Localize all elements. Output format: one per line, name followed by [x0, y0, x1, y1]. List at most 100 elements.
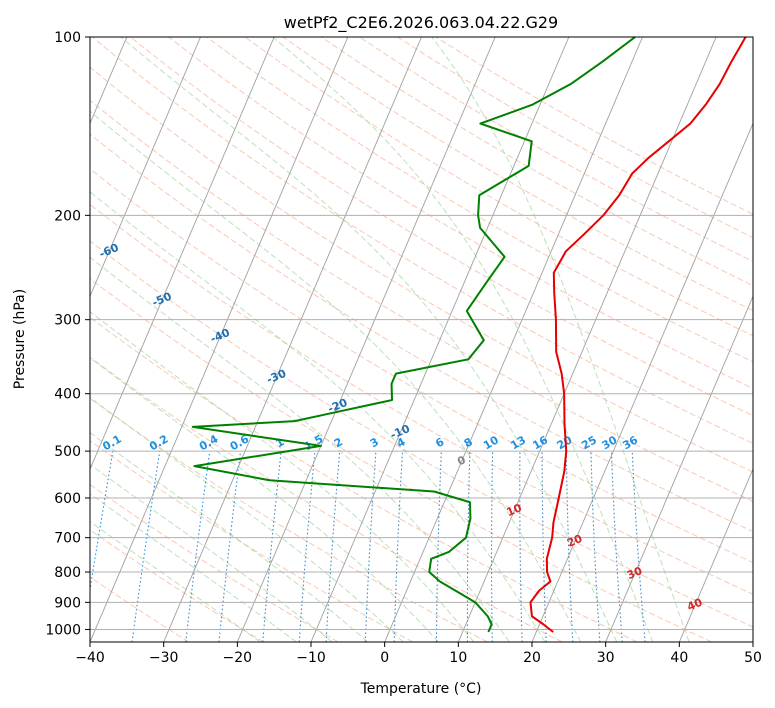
- dry-adiabat-line: [244, 37, 753, 337]
- isotherm-line: [752, 640, 753, 642]
- mixing-ratio-lines: [90, 451, 646, 642]
- y-tick-label: 600: [54, 491, 81, 507]
- y-tick-label: 200: [54, 208, 81, 224]
- mixing-ratio-line: [631, 451, 646, 642]
- y-tick-label: 100: [54, 30, 81, 46]
- moist-adiabat-line: [120, 37, 618, 642]
- moist-adiabat-line: [272, 37, 654, 642]
- y-tick-label: 300: [54, 313, 81, 329]
- mixing-ratio-line: [519, 451, 523, 642]
- mixing-ratio-label: 16: [530, 433, 550, 452]
- isotherm-line: [90, 37, 349, 642]
- isotherm-label: 20: [565, 532, 584, 550]
- x-tick-label: −30: [149, 650, 179, 666]
- mixing-ratio-label: 4: [394, 435, 407, 450]
- mixing-ratio-label: 8: [462, 435, 475, 450]
- profiles: [191, 37, 747, 633]
- isotherm-label: -80: [0, 151, 12, 171]
- moist-adiabat-line: [90, 520, 261, 642]
- y-tick-label: 800: [54, 565, 81, 581]
- dry-adiabat-line: [90, 278, 712, 642]
- mixing-ratio-line: [610, 451, 623, 642]
- plot-frame: [89, 36, 754, 643]
- isotherm-line: [236, 37, 496, 642]
- mixing-ratio-line: [218, 451, 242, 642]
- x-tick-label: 20: [523, 650, 541, 666]
- dry-adiabat-line: [359, 37, 753, 262]
- isotherm-line: [90, 37, 201, 298]
- mixing-ratio-line: [298, 451, 316, 642]
- dry-adiabat-line: [90, 483, 339, 642]
- x-tick-label: 10: [449, 650, 467, 666]
- dry-adiabat-line: [91, 37, 753, 445]
- temperature-profile: [529, 37, 747, 633]
- isotherm-line: [605, 295, 753, 642]
- mixing-ratio-line: [364, 451, 377, 642]
- mixing-ratio-line: [435, 451, 442, 642]
- dry-adiabat-line: [90, 397, 488, 642]
- mixing-ratio-label: 3: [368, 435, 381, 450]
- mixing-ratio-line: [491, 451, 494, 642]
- mixing-ratio-line: [185, 451, 211, 642]
- isotherm-label: -60: [97, 241, 121, 261]
- dry-adiabat-line: [435, 37, 753, 215]
- isotherm-label: 30: [625, 564, 644, 582]
- mixing-ratio-line: [590, 451, 601, 642]
- moist-adiabat-line: [90, 463, 333, 642]
- dry-adiabat-line: [90, 440, 414, 642]
- dry-adiabat-line: [90, 316, 638, 642]
- x-tick-label: 30: [597, 650, 615, 666]
- y-tick-label: 700: [54, 531, 81, 547]
- mixing-ratio-label: 2: [332, 435, 345, 450]
- mixing-ratio-label: 30: [600, 433, 620, 452]
- moist-adiabat-line: [90, 396, 404, 642]
- dry-adiabat-line: [130, 37, 753, 417]
- isotherm-label: 10: [505, 501, 524, 519]
- dry-adiabat-line: [90, 240, 753, 628]
- chart-title: wetPf2_C2E6.2026.063.04.22.G29: [284, 13, 558, 33]
- dry-adiabats: [90, 37, 753, 642]
- dry-adiabat-line: [90, 203, 753, 595]
- isotherm-label: -30: [265, 367, 289, 387]
- isotherm-line: [163, 37, 422, 642]
- y-tick-label: 1000: [45, 622, 81, 638]
- y-tick-label: 500: [54, 444, 81, 460]
- y-tick-label: 400: [54, 387, 81, 403]
- isotherm-line: [457, 37, 717, 642]
- y-axis-title: Pressure (hPa): [12, 289, 28, 389]
- x-tick-label: −20: [223, 650, 253, 666]
- x-tick-label: −10: [296, 650, 326, 666]
- moist-adiabat-line: [90, 191, 546, 642]
- x-axis: −40 −30 −20 −10 0 10 20 30 40 50: [75, 642, 762, 666]
- dry-adiabat-line: [282, 37, 753, 312]
- dry-adiabat-line: [90, 576, 190, 642]
- isotherm-line: [531, 122, 753, 642]
- x-tick-label: 0: [380, 650, 389, 666]
- moist-adiabat-line: [90, 357, 439, 642]
- isotherm-line: [384, 37, 643, 642]
- x-tick-label: 40: [670, 650, 688, 666]
- isotherm-line: [678, 467, 753, 642]
- x-tick-label: 50: [744, 650, 762, 666]
- moist-adiabat-line: [90, 493, 297, 642]
- y-tick-label: 900: [54, 595, 81, 611]
- moist-adiabat-line: [90, 311, 475, 642]
- moist-adiabat-line: [90, 110, 582, 642]
- y-axis: 100 200 300 400 500 600 700 800 900 1000: [45, 30, 90, 638]
- mixing-ratio-line: [466, 451, 471, 642]
- mixing-ratio-labels: 0.1 0.2 0.4 0.6 1 1.5 2 3 4 6 8 10 13 16 20 25 30 36: [100, 432, 640, 453]
- dry-adiabat-line: [90, 133, 753, 533]
- x-axis-title: Temperature (°C): [360, 681, 482, 697]
- dry-adiabat-line: [90, 66, 753, 473]
- plot-area: -100-90-80-70-60-50-40-30-20-10010203040…: [0, 37, 753, 642]
- dry-adiabat-line: [90, 168, 753, 563]
- mixing-ratio-label: 1: [273, 435, 286, 450]
- dewpoint-profile: [191, 37, 636, 633]
- isotherm-label: 40: [685, 596, 704, 614]
- mixing-ratio-line: [262, 451, 282, 642]
- dry-adiabat-line: [90, 356, 563, 642]
- moist-adiabat-line: [431, 37, 690, 642]
- dry-adiabat-line: [206, 37, 753, 363]
